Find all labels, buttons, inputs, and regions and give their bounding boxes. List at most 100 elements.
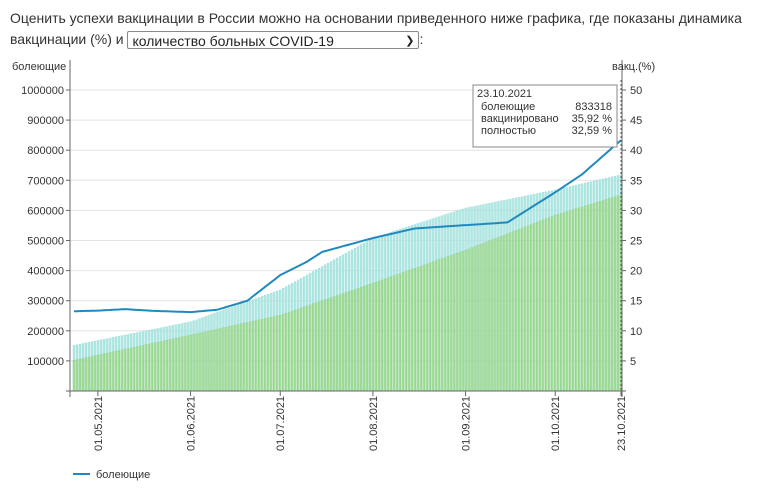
bar-fully: [294, 309, 297, 392]
sick-line: [74, 139, 622, 314]
bar-fully: [515, 230, 518, 392]
bar-fully: [601, 200, 605, 392]
bar-fully: [500, 236, 503, 392]
bar-fully: [180, 336, 183, 392]
tooltip-value: 32,59 %: [572, 125, 613, 137]
left-tick-label: 100000: [27, 356, 64, 368]
bar-fully: [93, 355, 97, 392]
intro-before: Оценить успехи вакцинации в России можно…: [10, 10, 742, 47]
bar-fully: [592, 203, 596, 392]
bar-fully: [90, 356, 94, 392]
bar-fully: [308, 304, 312, 392]
tooltip-label: полностью: [481, 125, 536, 137]
right-tick-label: 15: [630, 296, 642, 308]
bar-fully: [527, 225, 530, 392]
bar-fully: [452, 254, 455, 392]
bar-fully: [521, 227, 524, 392]
bar-fully: [473, 246, 476, 392]
metric-select[interactable]: количество больных COVID-19 ❯: [127, 31, 420, 50]
bar-fully: [117, 350, 120, 392]
bar-fully: [195, 333, 198, 392]
bar-fully: [604, 199, 608, 392]
bar-fully: [365, 285, 369, 392]
bar-fully: [311, 303, 315, 392]
right-tick-label: 25: [630, 236, 642, 248]
bar-fully: [344, 292, 348, 392]
x-tick-label: 01.08.2021: [368, 396, 380, 451]
bar-fully: [413, 268, 416, 392]
bar-fully: [598, 201, 602, 392]
bar-fully: [458, 252, 461, 392]
bar-fully: [141, 345, 144, 392]
bar-fully: [440, 258, 443, 392]
bar-fully: [485, 241, 488, 392]
bar-fully: [524, 226, 527, 392]
left-tick-label: 500000: [27, 236, 64, 248]
bar-fully: [207, 330, 210, 392]
tooltip-value: 35,92 %: [572, 113, 613, 125]
bar-fully: [557, 214, 560, 392]
x-tick-label: 01.10.2021: [550, 396, 562, 451]
bar-fully: [114, 351, 117, 392]
bar-fully: [132, 347, 135, 392]
bar-fully: [347, 291, 351, 392]
bar-fully: [362, 286, 366, 392]
bar-fully: [572, 209, 575, 392]
bar-fully: [279, 314, 282, 392]
bar-fully: [276, 315, 279, 392]
bar-fully: [326, 298, 330, 392]
bar-fully: [300, 307, 303, 392]
bar-fully: [282, 313, 285, 392]
bar-fully: [539, 220, 542, 392]
bar-fully: [509, 232, 512, 392]
bar-fully: [506, 233, 509, 392]
x-tick-label: 23.10.2021: [616, 396, 628, 451]
bar-fully: [610, 197, 614, 392]
tooltip-date: 23.10.2021: [477, 88, 532, 100]
bar-fully: [303, 306, 306, 392]
bar-fully: [147, 343, 150, 392]
bar-fully: [449, 255, 452, 392]
bar-fully: [470, 247, 473, 392]
bar-fully: [578, 207, 581, 392]
bar-fully: [359, 287, 363, 392]
bar-fully: [291, 310, 294, 392]
bar-fully: [267, 317, 270, 392]
bar-fully: [126, 348, 129, 392]
left-tick-label: 200000: [27, 326, 64, 338]
bar-fully: [404, 271, 407, 392]
bar-fully: [392, 275, 395, 392]
bar-fully: [225, 326, 228, 392]
bar-fully: [222, 327, 225, 392]
bar-fully: [530, 224, 533, 392]
bar-fully: [586, 204, 590, 392]
right-tick-label: 30: [630, 205, 642, 217]
bar-fully: [398, 273, 401, 392]
bar-fully: [123, 349, 126, 392]
bar-fully: [419, 266, 422, 392]
x-tick-label: 01.09.2021: [461, 396, 473, 451]
bar-fully: [386, 277, 390, 392]
bar-fully: [428, 262, 431, 392]
bar-fully: [335, 295, 339, 392]
x-tick-label: 01.07.2021: [275, 396, 287, 451]
bar-fully: [389, 276, 392, 392]
bar-fully: [356, 288, 360, 392]
bar-fully: [87, 356, 91, 392]
bar-fully: [264, 318, 267, 392]
bar-fully: [368, 284, 372, 392]
tooltip-label: болеющие: [481, 101, 535, 113]
intro-after: :: [419, 31, 424, 47]
bar-fully: [314, 302, 318, 392]
bar-fully: [237, 324, 240, 392]
right-tick-label: 10: [630, 326, 642, 338]
select-value: количество больных COVID-19: [132, 33, 334, 50]
bar-fully: [120, 349, 123, 392]
bar-fully: [431, 261, 434, 392]
bar-fully: [566, 211, 569, 392]
left-tick-label: 300000: [27, 296, 64, 308]
right-tick-label: 5: [630, 356, 636, 368]
left-tick-label: 900000: [27, 115, 64, 127]
bar-fully: [353, 289, 357, 392]
bar-fully: [464, 249, 467, 392]
